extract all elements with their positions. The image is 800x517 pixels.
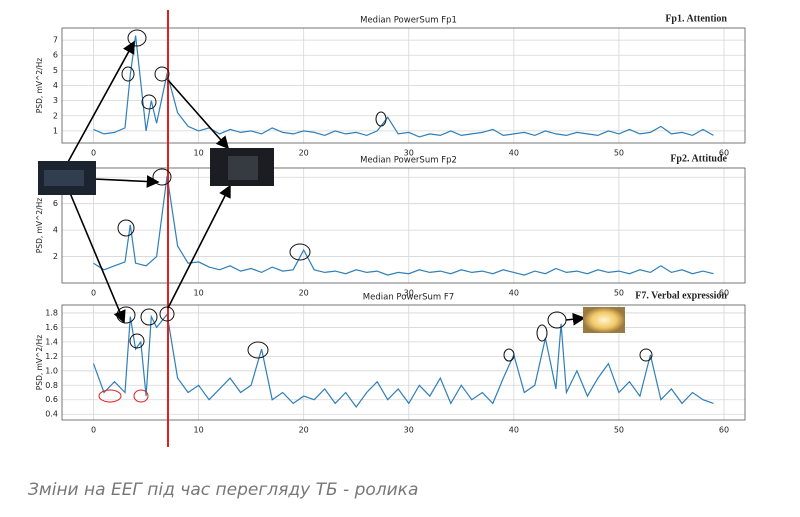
y-tick-label: 1.6 — [45, 323, 58, 332]
y-tick-label: 2 — [53, 111, 58, 120]
chart-label: Fp2. Attitude — [670, 153, 727, 164]
y-tick-label: 0.4 — [45, 410, 58, 419]
y-tick-label: 3 — [53, 96, 58, 105]
arrow — [167, 79, 230, 150]
chart-label: Fp1. Attention — [665, 13, 727, 24]
peak-circle — [159, 306, 175, 322]
peak-circle — [289, 243, 311, 261]
peak-circle — [121, 66, 135, 82]
y-tick-label: 1.0 — [45, 366, 58, 375]
x-tick-label: 50 — [614, 149, 624, 158]
x-tick-label: 20 — [299, 149, 309, 158]
peak-circle — [141, 94, 157, 110]
peak-circle — [140, 308, 158, 326]
plot-area — [62, 305, 745, 420]
peak-circle — [129, 333, 145, 349]
peak-circle — [639, 348, 653, 362]
arrow — [67, 40, 135, 163]
axes-frame — [61, 27, 746, 144]
y-tick-label: 0.8 — [45, 381, 58, 390]
y-tick-label: 1.4 — [45, 337, 58, 346]
x-tick-label: 0 — [91, 426, 96, 435]
video-frame-detail — [44, 170, 84, 186]
chart-title: Median PowerSum Fp1 — [360, 16, 457, 26]
chart-title: Median PowerSum Fp2 — [360, 156, 457, 166]
x-tick-label: 0 — [91, 289, 96, 298]
low-circle — [98, 389, 122, 403]
annotations — [38, 10, 653, 447]
x-tick-label: 10 — [194, 149, 204, 158]
chart-title: Median PowerSum F7 — [363, 293, 454, 303]
y-axis-label: PSD, mV^2/Hz — [35, 335, 44, 390]
x-tick-label: 60 — [719, 289, 729, 298]
x-tick-label: 50 — [614, 426, 624, 435]
plot-area — [62, 168, 745, 283]
caption: Зміни на ЕЕГ під час перегляду ТБ - роли… — [28, 480, 418, 500]
chart-label: F7. Verbal expression — [635, 290, 727, 301]
x-tick-label: 10 — [194, 289, 204, 298]
peak-circle — [503, 348, 515, 362]
x-tick-label: 20 — [299, 426, 309, 435]
x-tick-label: 30 — [404, 426, 414, 435]
y-tick-label: 1.8 — [45, 308, 58, 317]
axes-frame — [61, 167, 746, 284]
y-tick-label: 4 — [53, 226, 58, 235]
y-tick-label: 0.6 — [45, 395, 58, 404]
peak-circle — [375, 111, 387, 127]
peak-circle — [117, 219, 135, 237]
x-tick-label: 30 — [404, 289, 414, 298]
y-tick-label: 2 — [53, 252, 58, 261]
y-axis-label: PSD, mV^2/Hz — [35, 198, 44, 253]
y-axis-label: PSD, mV^2/Hz — [35, 58, 44, 113]
peak-circle — [247, 341, 269, 359]
x-tick-label: 40 — [509, 149, 519, 158]
arrow — [167, 184, 231, 309]
x-tick-label: 60 — [719, 426, 729, 435]
low-circle — [133, 389, 149, 403]
peak-circle — [127, 29, 147, 47]
data-line — [93, 35, 714, 138]
axes-frame — [61, 304, 746, 421]
video-frame — [583, 307, 625, 333]
peak-circle — [536, 324, 548, 342]
data-line — [92, 312, 714, 409]
data-line — [93, 175, 714, 276]
x-tick-label: 50 — [614, 289, 624, 298]
y-tick-label: 5 — [53, 66, 58, 75]
arrow — [69, 192, 126, 324]
x-tick-label: 40 — [509, 289, 519, 298]
y-tick-label: 1 — [53, 126, 58, 135]
x-tick-label: 0 — [91, 149, 96, 158]
y-tick-label: 6 — [53, 199, 58, 208]
x-tick-label: 30 — [404, 149, 414, 158]
x-tick-label: 10 — [194, 426, 204, 435]
y-tick-label: 7 — [53, 36, 58, 45]
peak-circle — [154, 66, 170, 82]
y-tick-label: 6 — [53, 51, 58, 60]
y-tick-label: 1.2 — [45, 352, 58, 361]
video-frame-detail — [228, 156, 258, 180]
x-tick-label: 40 — [509, 426, 519, 435]
x-tick-label: 20 — [299, 289, 309, 298]
x-tick-label: 60 — [719, 149, 729, 158]
arrow — [565, 312, 586, 326]
y-tick-label: 4 — [53, 81, 58, 90]
